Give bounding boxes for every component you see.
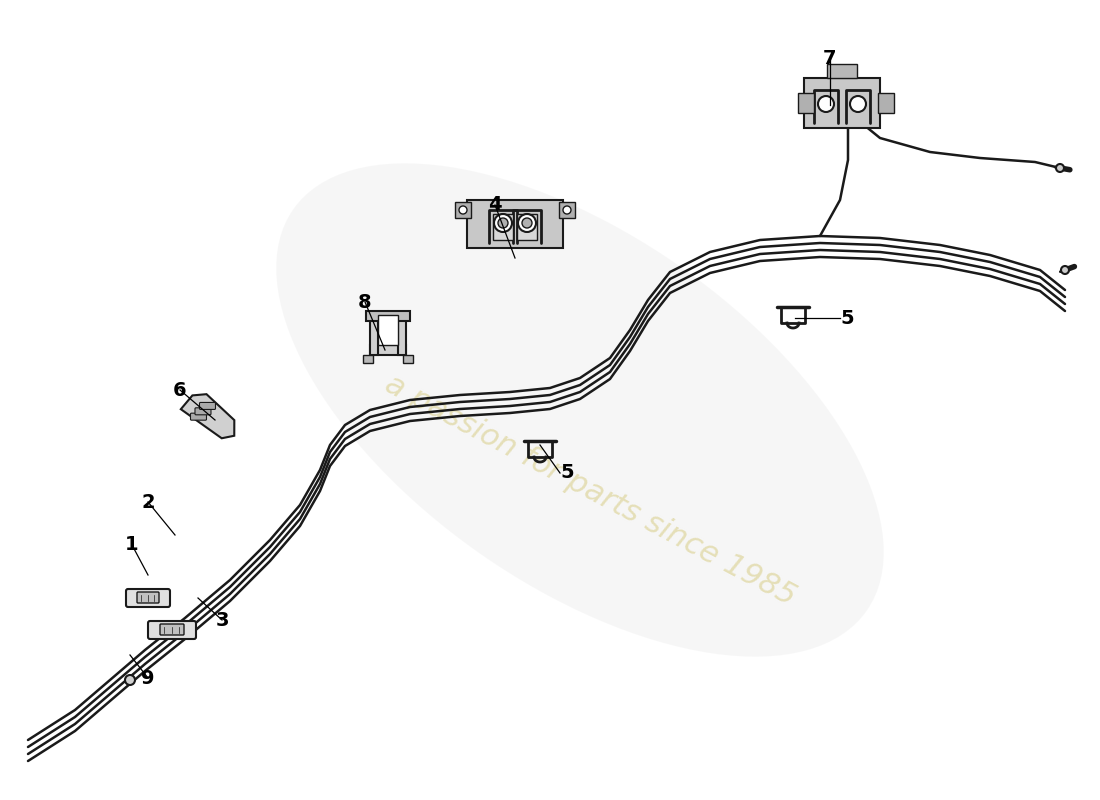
Bar: [468, 200, 563, 248]
Text: 2: 2: [141, 493, 155, 511]
Circle shape: [494, 214, 512, 232]
Bar: [370, 345, 406, 355]
Text: 3: 3: [216, 610, 229, 630]
Bar: [798, 93, 814, 113]
FancyBboxPatch shape: [195, 408, 211, 415]
Bar: [493, 214, 513, 240]
Bar: [827, 64, 857, 78]
FancyBboxPatch shape: [199, 402, 216, 410]
Text: 4: 4: [488, 195, 502, 214]
Bar: [363, 355, 373, 363]
Circle shape: [518, 214, 536, 232]
Ellipse shape: [276, 163, 883, 657]
Bar: [878, 93, 894, 113]
Circle shape: [125, 675, 135, 685]
Circle shape: [1056, 164, 1064, 172]
Text: 5: 5: [840, 309, 854, 327]
Bar: [370, 315, 378, 355]
Circle shape: [498, 218, 508, 228]
FancyBboxPatch shape: [126, 589, 170, 607]
Text: 7: 7: [823, 49, 837, 67]
Text: a passion for parts since 1985: a passion for parts since 1985: [379, 369, 801, 611]
FancyBboxPatch shape: [160, 624, 184, 635]
Bar: [366, 311, 410, 321]
Text: 9: 9: [141, 669, 155, 687]
Circle shape: [850, 96, 866, 112]
Circle shape: [563, 206, 571, 214]
Circle shape: [1062, 266, 1069, 274]
Text: 6: 6: [173, 381, 187, 399]
Polygon shape: [180, 394, 234, 438]
Bar: [804, 78, 880, 128]
FancyBboxPatch shape: [190, 413, 207, 420]
Circle shape: [818, 96, 834, 112]
Text: 5: 5: [560, 463, 573, 482]
Bar: [398, 315, 406, 355]
Circle shape: [459, 206, 468, 214]
FancyBboxPatch shape: [148, 621, 196, 639]
FancyBboxPatch shape: [138, 592, 160, 603]
Circle shape: [522, 218, 532, 228]
Text: 8: 8: [359, 293, 372, 311]
Text: 1: 1: [125, 535, 139, 554]
Bar: [559, 202, 575, 218]
Bar: [378, 315, 398, 345]
Bar: [403, 355, 412, 363]
Bar: [455, 202, 471, 218]
Bar: [517, 214, 537, 240]
